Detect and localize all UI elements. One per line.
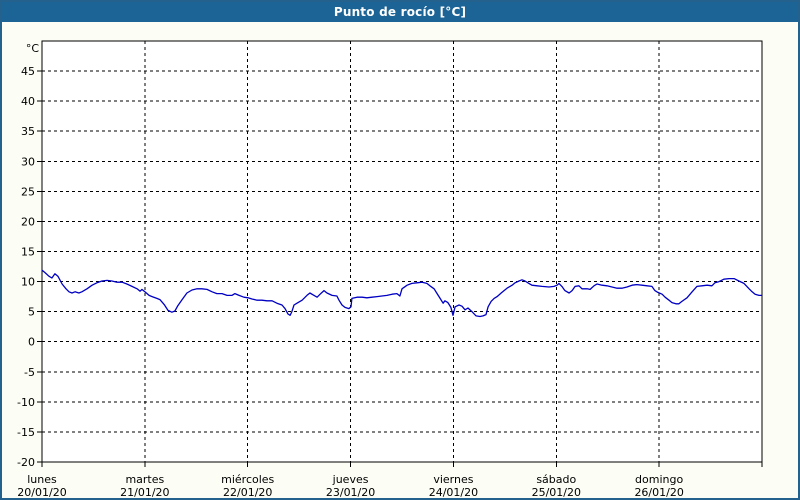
x-day-name-label: domingo (635, 473, 683, 486)
y-tick-label: 45 (21, 65, 35, 78)
x-day-date-label: 26/01/20 (634, 486, 683, 499)
y-tick-label: 30 (21, 155, 35, 168)
y-tick-label: -10 (17, 396, 35, 409)
x-day-name-label: sábado (536, 473, 576, 486)
x-day-date-label: 24/01/20 (429, 486, 478, 499)
x-day-date-label: 20/01/20 (17, 486, 66, 499)
y-tick-label: 40 (21, 95, 35, 108)
y-tick-label: 20 (21, 215, 35, 228)
y-tick-label: 0 (28, 336, 35, 349)
x-day-date-label: 21/01/20 (120, 486, 169, 499)
y-tick-label: 15 (21, 246, 35, 259)
y-axis-unit-label: °C (26, 42, 40, 55)
x-day-name-label: viernes (433, 473, 473, 486)
chart-title-bar: Punto de rocío [°C] (2, 2, 798, 22)
y-tick-label: 10 (21, 276, 35, 289)
y-tick-label: 25 (21, 185, 35, 198)
x-day-date-label: 23/01/20 (326, 486, 375, 499)
plot-border (41, 40, 763, 463)
y-tick-label: -20 (17, 456, 35, 469)
y-tick-label: -15 (17, 426, 35, 439)
y-tick-label: 5 (28, 306, 35, 319)
x-day-name-label: martes (125, 473, 164, 486)
y-tick-label: 35 (21, 125, 35, 138)
x-day-date-label: 22/01/20 (223, 486, 272, 499)
x-day-name-label: jueves (332, 473, 369, 486)
y-tick-label: -5 (24, 366, 35, 379)
x-day-name-label: lunes (27, 473, 57, 486)
x-day-date-label: 25/01/20 (532, 486, 581, 499)
dewpoint-line (41, 269, 762, 318)
chart-title: Punto de rocío [°C] (333, 5, 467, 19)
x-day-name-label: miércoles (221, 473, 274, 486)
